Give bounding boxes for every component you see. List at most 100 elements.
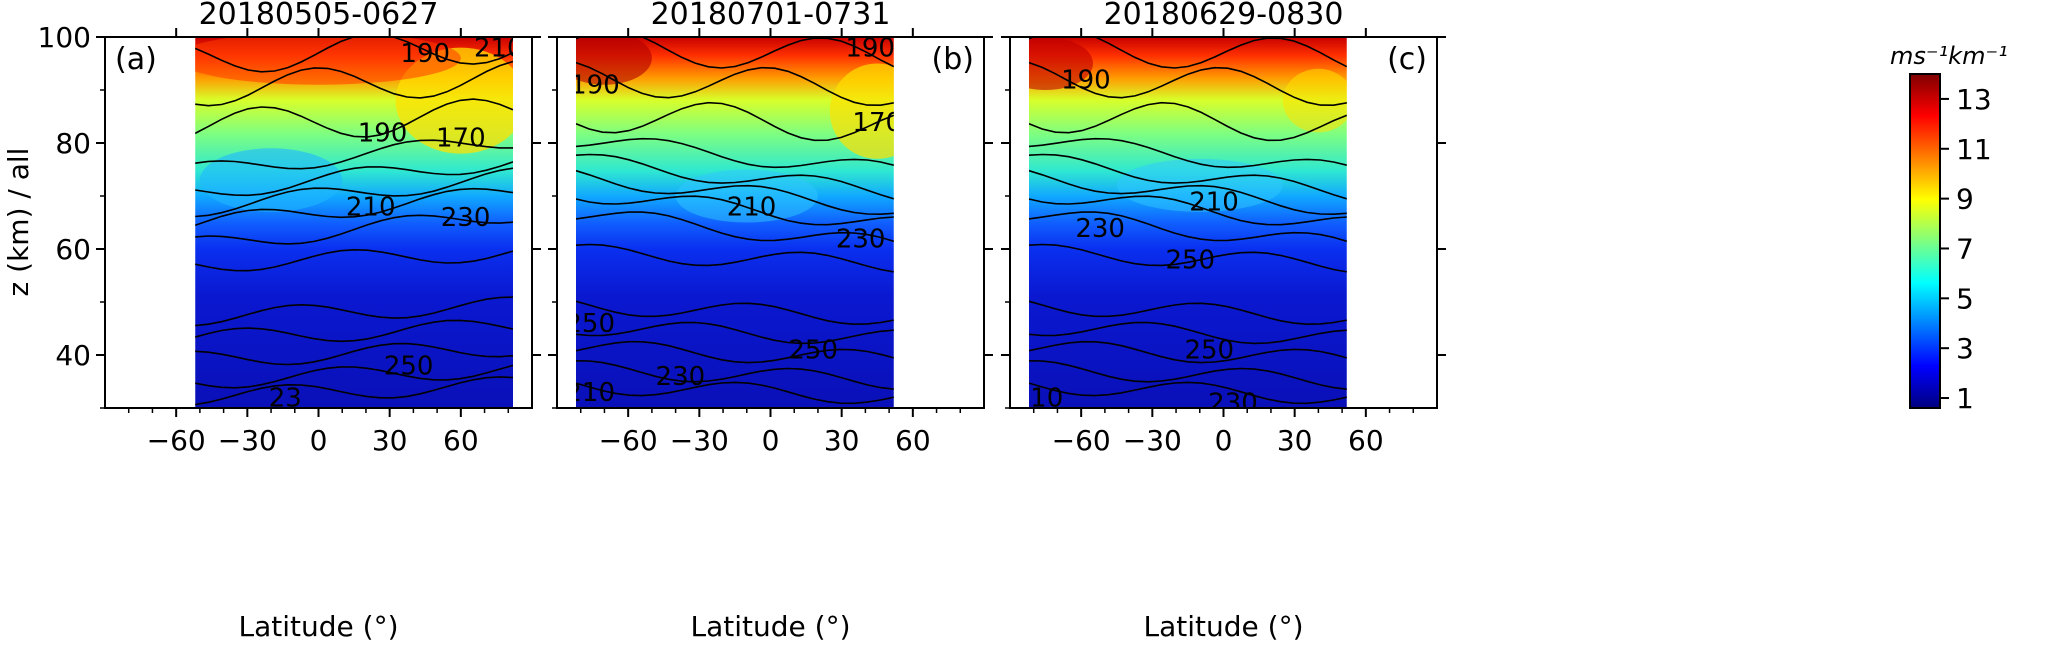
- panel-c-contour-label: 250: [1184, 336, 1234, 366]
- panel-a-contour-line: [195, 296, 514, 327]
- panel-a-contour-line: [195, 167, 514, 218]
- panel-a: 210 190 190 170 210 230 250 23 −60 −30 0 30 60 40 60 8…: [38, 0, 541, 643]
- panel-c-contour-line: [1028, 211, 1347, 243]
- panel-c-contour-line: [1028, 153, 1347, 200]
- panel-b-contour-line: [575, 169, 894, 216]
- panel-b-contour-label: 210: [565, 378, 615, 408]
- panel-c-contour-line: [1028, 381, 1347, 405]
- panel-b-contour-label: 190: [845, 34, 895, 64]
- panel-a-ytick-label: 40: [55, 339, 91, 372]
- panel-c-contour-line: [1028, 300, 1347, 326]
- panel-b-xlabel: Latitude (°): [691, 610, 851, 643]
- panel-b-xtick-label: 0: [762, 424, 780, 457]
- panel-c-contour-label: 190: [1061, 65, 1111, 95]
- panel-a-contour-line: [195, 187, 514, 227]
- panel-a-contour-line: [195, 37, 514, 73]
- panel-b-contour-line: [575, 340, 894, 364]
- panel-a-contour-line: [195, 364, 514, 389]
- panel-b-contour-label: 210: [727, 193, 777, 223]
- colorbar-label: ms⁻¹km⁻¹: [1890, 42, 2008, 70]
- panel-a-contour-line: [195, 161, 514, 197]
- panel-b-contour-label: 190: [570, 71, 620, 101]
- panel-b-contour-line: [575, 211, 894, 243]
- panel-b-xtick-label: 60: [895, 424, 931, 457]
- panel-a-xlabel: Latitude (°): [239, 610, 399, 643]
- panel-c-contour-line: [1028, 360, 1347, 390]
- panel-b-contour-line: [575, 243, 894, 273]
- panel-a-contour-line: [195, 319, 514, 343]
- colorbar-tick-label: 1: [1956, 382, 1974, 415]
- panel-a-contour-label: 190: [358, 118, 408, 148]
- panel-a-ticks: −60 −30 0 30 60 40 60 80 100: [38, 21, 541, 457]
- panel-b-contour-line: [575, 300, 894, 326]
- panel-a-ytick-label: 60: [55, 233, 91, 266]
- panel-b-contour-line: [575, 137, 894, 169]
- colorbar-tick-label: 7: [1956, 232, 1974, 265]
- panel-a-title: 20180505-0627: [199, 0, 439, 32]
- panel-a-xtick-label: 30: [372, 424, 408, 457]
- y-axis-label: z (km) / all: [2, 148, 35, 297]
- panel-a-xtick-label: 60: [443, 424, 479, 457]
- panel-c-contour-line: [1028, 37, 1347, 69]
- panel-c-field-blob: [1028, 37, 1094, 90]
- panel-c-contour-label: 230: [1075, 214, 1125, 244]
- panel-c-contour-line: [1028, 137, 1347, 169]
- panel-b-xtick-label: −30: [670, 424, 729, 457]
- panel-a-contour-line: [195, 248, 514, 272]
- panel-a-xtick-label: 0: [310, 424, 328, 457]
- panel-c-xtick-label: 60: [1348, 424, 1384, 457]
- panel-b-contour-line: [575, 381, 894, 405]
- panel-a-contour-line: [195, 98, 514, 138]
- panel-a-contour-label: 190: [400, 39, 450, 69]
- colorbar-gradient: [1909, 73, 1941, 409]
- panel-a-contours: 210 190 190 170 210 230 250 23: [195, 34, 524, 408]
- panel-b-title: 20180701-0731: [651, 0, 891, 32]
- panel-a-contour-line: [195, 60, 514, 107]
- panel-a-contour-label: 230: [441, 203, 491, 233]
- panel-a-contour-line: [195, 214, 514, 245]
- panel-b-contour-line: [575, 101, 894, 142]
- panel-c-field-blob: [1282, 68, 1347, 133]
- panel-c-field: [1028, 37, 1347, 408]
- panel-c-xtick-label: 30: [1277, 424, 1313, 457]
- panel-c-contour-label: 250: [1165, 246, 1215, 276]
- panel-a-xtick-label: −30: [218, 424, 277, 457]
- panel-b-contour-label: 250: [565, 309, 615, 339]
- panel-a-contour-label: 210: [474, 34, 524, 64]
- colorbar-tick-label: 9: [1956, 183, 1974, 216]
- panel-c-contour-label: 210: [1014, 383, 1064, 413]
- panel-b-contour-label: 250: [788, 336, 838, 366]
- panel-a-contour-line: [195, 342, 514, 366]
- panel-c-contour-line: [1028, 169, 1347, 216]
- panel-a-contour-label: 250: [384, 352, 434, 382]
- panel-c-contour-line: [1028, 61, 1347, 107]
- panel-a-contour-label: 170: [436, 124, 486, 154]
- colorbar-tick-label: 11: [1956, 133, 1992, 166]
- panel-b-xtick-label: −60: [599, 424, 658, 457]
- panel-c-contour-label: 230: [1208, 389, 1258, 419]
- panel-b-field-blob: [575, 37, 652, 85]
- panel-c-ticks: −60 −30 0 30 60: [1001, 28, 1446, 457]
- panel-a-field-blob: [195, 37, 461, 85]
- panel-a-contour-line: [195, 376, 514, 406]
- panel-a-label: (a): [115, 42, 157, 77]
- panel-b-xtick-label: 30: [824, 424, 860, 457]
- panel-c-contour-line: [1028, 340, 1347, 364]
- panel-a-xtick-label: −60: [147, 424, 206, 457]
- panel-b-contour-line: [575, 37, 894, 69]
- colorbar-tick-label: 13: [1956, 83, 1992, 116]
- panel-b-label: (b): [932, 42, 974, 77]
- panel-b-contour-line: [575, 61, 894, 107]
- panel-a-ytick-label: 80: [55, 127, 91, 160]
- panel-b-contour-label: 230: [836, 224, 886, 254]
- panel-c-xtick-label: −30: [1123, 424, 1182, 457]
- panel-b-contour-label: 230: [656, 362, 706, 392]
- panel-b-contour-line: [575, 360, 894, 390]
- panel-b-ticks: −60 −30 0 30 60: [548, 28, 993, 457]
- colorbar-tick-label: 3: [1956, 332, 1974, 365]
- panel-c-xtick-label: 0: [1215, 424, 1233, 457]
- panel-a-contour-label: 210: [346, 193, 396, 223]
- panel-b-contours: 190 190 170 210 230 250 250 230 210: [565, 34, 895, 408]
